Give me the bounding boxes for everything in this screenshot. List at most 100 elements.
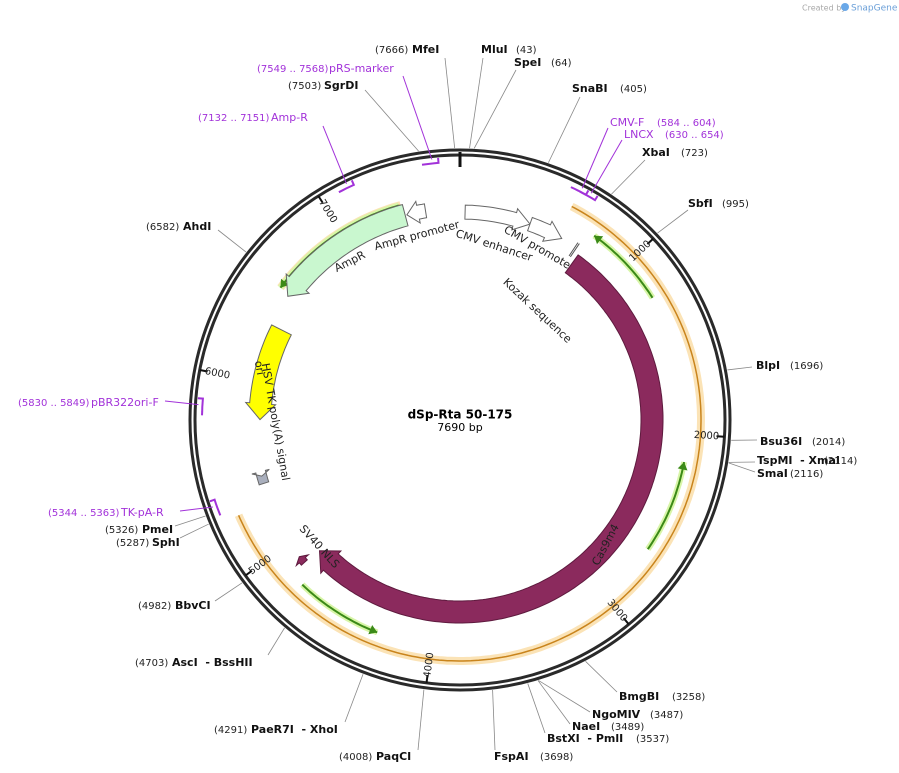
enzyme-site: (4291) — [214, 725, 247, 736]
map-tick-label: 4000 — [422, 652, 436, 679]
primer-leader — [322, 125, 347, 185]
primer-leader — [402, 75, 433, 160]
enzyme-name: PmeI — [142, 523, 173, 536]
enzyme-leader — [728, 462, 756, 473]
enzyme-leader — [267, 627, 285, 656]
primer-name: LNCX — [624, 128, 654, 141]
enzyme-leader — [585, 661, 618, 693]
map-tick — [646, 237, 654, 245]
orf-line — [301, 583, 378, 634]
map-tick — [716, 435, 725, 438]
enzyme-name: SmaI — [757, 467, 788, 480]
enzyme-leader — [492, 690, 496, 751]
primer-range: (584 .. 604) — [657, 118, 716, 129]
primer-site — [421, 157, 440, 166]
enzyme-leader — [527, 683, 546, 734]
primer-leader — [581, 127, 609, 189]
enzyme-site: (3698) — [540, 752, 573, 763]
feature — [244, 324, 292, 421]
enzyme-site: (2114) — [824, 456, 857, 467]
orf-head — [677, 462, 688, 471]
primer-leader — [590, 139, 623, 194]
map-tick — [317, 195, 324, 204]
feature-label: HSV TK poly(A) signal — [259, 362, 292, 482]
primer-site — [197, 397, 204, 416]
primer-name: pRS-marker — [329, 62, 394, 75]
feature — [295, 554, 311, 568]
enzyme-leader — [417, 689, 425, 751]
enzyme-site: (3487) — [650, 710, 683, 721]
map-tick-label: 7000 — [316, 198, 339, 225]
enzyme-site: (5326) — [105, 525, 138, 536]
feature-label: ori — [252, 360, 267, 376]
highlight-line — [237, 205, 702, 662]
enzyme-site: (3537) — [636, 734, 669, 745]
enzyme-site: (1696) — [790, 361, 823, 372]
orf-line — [593, 234, 654, 299]
map-tick — [199, 368, 208, 373]
enzyme-site: (6582) — [146, 222, 179, 233]
enzyme-name: SbfI — [688, 197, 713, 210]
enzyme-name: BstXI - PmlI — [547, 732, 623, 745]
enzyme-leader — [537, 680, 571, 725]
enzyme-leader — [217, 229, 247, 253]
feature — [464, 204, 531, 231]
primer-name: Amp-R — [271, 111, 308, 124]
enzyme-leader — [214, 582, 243, 602]
orf-head — [594, 235, 604, 245]
primer-name: pBR322ori-F — [91, 396, 159, 409]
enzyme-site: (723) — [681, 148, 708, 159]
enzyme-leader — [611, 159, 646, 195]
enzyme-site: (3258) — [672, 692, 705, 703]
enzyme-name: AscI - BssHII — [172, 656, 253, 669]
enzyme-leader — [548, 96, 581, 163]
enzyme-leader — [174, 515, 206, 527]
plasmid-name: dSp-Rta 50-175 — [408, 408, 513, 422]
map-tick — [244, 569, 253, 577]
enzyme-leader — [469, 57, 484, 149]
feature — [526, 216, 563, 242]
enzyme-name: SnaBI — [572, 82, 608, 95]
feature-mark — [568, 242, 579, 257]
brand: SnapGene — [851, 4, 898, 14]
enzyme-site: (4703) — [135, 658, 168, 669]
map-tick — [425, 674, 429, 684]
primer-range: (7132 .. 7151) — [198, 113, 270, 124]
backbone-outer — [188, 148, 732, 692]
feature — [251, 468, 270, 486]
primer-range: (5344 .. 5363) — [48, 508, 120, 519]
feature — [318, 254, 664, 624]
map-tick-label: 2000 — [693, 430, 719, 443]
primer-range: (5830 .. 5849) — [18, 398, 90, 409]
enzyme-name: Bsu36I — [760, 435, 802, 448]
enzyme-site: (7666) — [375, 45, 408, 56]
primer-leader — [164, 400, 199, 406]
enzyme-name: AhdI — [183, 220, 211, 233]
enzyme-name: PaqCI — [376, 750, 411, 763]
enzyme-leader — [657, 209, 689, 234]
enzyme-name: BbvCI — [175, 599, 211, 612]
primer-name: CMV-F — [610, 116, 644, 129]
enzyme-name: BmgBI — [619, 690, 659, 703]
enzyme-leader — [473, 69, 517, 149]
enzyme-name: SgrDI — [324, 79, 358, 92]
enzyme-name: TspMI - XmaI — [757, 454, 840, 467]
feature — [285, 203, 409, 297]
enzyme-site: (7503) — [288, 81, 321, 92]
enzyme-site: (3489) — [611, 722, 644, 733]
enzyme-site: (4982) — [138, 601, 171, 612]
feature-mark — [569, 243, 580, 258]
enzyme-name: SpeI — [514, 56, 541, 69]
orf-head — [368, 625, 378, 635]
enzyme-site: (5287) — [116, 538, 149, 549]
enzyme-name: FspAI — [494, 750, 529, 763]
orf-line — [646, 461, 686, 550]
primer-leader — [179, 506, 213, 512]
map-tick-label: 6000 — [204, 366, 231, 382]
primer-site — [338, 179, 356, 194]
enzyme-name: MfeI — [412, 43, 439, 56]
primer-range: (630 .. 654) — [665, 130, 724, 141]
enzyme-site: (4008) — [339, 752, 372, 763]
